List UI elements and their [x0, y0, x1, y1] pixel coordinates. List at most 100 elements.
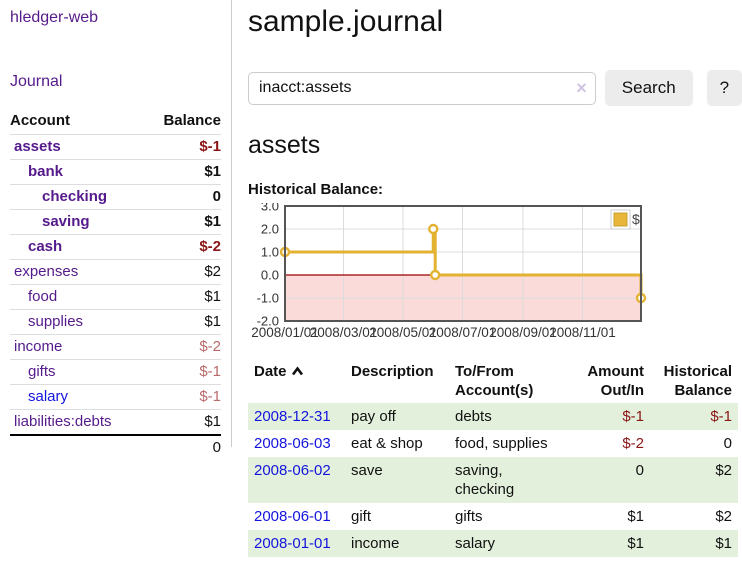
account-balance: $-2 — [199, 238, 221, 255]
transaction-amount: 0 — [635, 462, 644, 479]
data-point-marker — [430, 269, 441, 281]
account-balance: $-1 — [199, 138, 221, 155]
register-header-accounts: To/From Account(s) — [455, 363, 534, 399]
sort-ascending-icon — [291, 362, 304, 381]
transaction-date-link[interactable]: 2008-01-01 — [254, 535, 331, 552]
search-input[interactable] — [248, 71, 596, 105]
help-button[interactable]: ? — [706, 70, 742, 106]
transaction-date-link[interactable]: 2008-12-31 — [254, 408, 331, 425]
account-row: gifts $-1 — [10, 359, 221, 385]
main-panel: sample.journal × Search ? assets Histori… — [248, 0, 742, 557]
transaction-description: income — [351, 535, 400, 552]
account-balance: $1 — [204, 313, 221, 330]
transaction-description: eat & shop — [351, 435, 423, 452]
account-link-gifts[interactable]: gifts — [28, 363, 56, 380]
clear-search-icon[interactable]: × — [576, 77, 587, 98]
sidebar: hledger-web Journal Account Balance asse… — [0, 0, 232, 460]
account-balance: $1 — [204, 413, 221, 430]
account-link-food[interactable]: food — [28, 288, 58, 305]
register-header-amount: Amount Out/In — [587, 363, 644, 399]
transaction-date-link[interactable]: 2008-06-02 — [254, 462, 331, 479]
account-link-income[interactable]: income — [14, 338, 63, 355]
page-title: sample.journal — [248, 5, 444, 38]
account-balance: $-1 — [199, 363, 221, 380]
account-balance: $2 — [204, 263, 221, 280]
account-row: liabilities:debts $1 — [10, 409, 221, 436]
account-balance: $-2 — [199, 338, 221, 355]
chart-title: Historical Balance: — [248, 181, 384, 198]
transaction-accounts: food, supplies — [455, 435, 548, 452]
y-tick-label: 3.0 — [261, 203, 279, 214]
account-link-cash[interactable]: cash — [28, 238, 63, 255]
transaction-description: pay off — [351, 408, 396, 425]
register-row: 2008-12-31 pay off debts $-1 $-1 — [248, 403, 738, 430]
account-row: food $1 — [10, 284, 221, 310]
account-link-supplies[interactable]: supplies — [28, 313, 84, 330]
transaction-balance: $2 — [715, 462, 732, 479]
transaction-accounts: salary — [455, 535, 496, 552]
account-row: income $-2 — [10, 334, 221, 360]
register-header-balance: Historical Balance — [663, 363, 732, 399]
transaction-accounts: saving, checking — [455, 462, 515, 498]
account-link-liabilities-debts[interactable]: liabilities:debts — [14, 413, 112, 430]
account-row: salary $-1 — [10, 384, 221, 410]
transaction-amount: $1 — [627, 508, 644, 525]
x-tick-label: 2008/01/01 — [251, 325, 319, 340]
account-row: bank $1 — [10, 159, 221, 185]
search-button[interactable]: Search — [604, 70, 693, 106]
account-row: supplies $1 — [10, 309, 221, 335]
x-tick-label: 2008/05/01 — [369, 325, 437, 340]
transaction-description: gift — [351, 508, 372, 525]
register-header-date[interactable]: Date — [248, 359, 345, 403]
y-tick-label: -1.0 — [257, 291, 279, 306]
transaction-balance: $2 — [715, 508, 732, 525]
search-bar: × Search ? — [248, 70, 742, 106]
account-row: saving $1 — [10, 209, 221, 235]
accounts-header-account: Account — [10, 112, 70, 129]
historical-balance-chart: $3.0 2.0 1.0 0.0 -1.0 -2.02008/01/012008/03/0… — [251, 203, 647, 340]
account-link-assets[interactable]: assets — [14, 138, 61, 155]
transaction-date-link[interactable]: 2008-06-03 — [254, 435, 331, 452]
register-row: 2008-06-02 save saving, checking 0 $2 — [248, 457, 738, 503]
x-tick-label: 2008/07/01 — [429, 325, 497, 340]
transaction-balance: 0 — [723, 435, 732, 452]
data-point-marker — [428, 223, 439, 235]
account-link-checking[interactable]: checking — [42, 188, 108, 205]
nav-journal-link[interactable]: Journal — [10, 73, 63, 90]
x-tick-label: 2008/09/01 — [489, 325, 557, 340]
transaction-balance: $-1 — [710, 408, 732, 425]
transaction-description: save — [351, 462, 383, 479]
register-table: Date Description To/From Account(s) Amou… — [248, 359, 738, 557]
transaction-amount: $-2 — [622, 435, 644, 452]
plot-frame — [284, 205, 642, 322]
y-tick-label: -2.0 — [257, 314, 279, 329]
transaction-balance: $1 — [715, 535, 732, 552]
account-link-bank[interactable]: bank — [28, 163, 64, 180]
account-balance: $1 — [204, 213, 221, 230]
register-row: 2008-01-01 income salary $1 $1 — [248, 530, 738, 557]
legend-label: $ — [632, 211, 640, 227]
accounts-header-balance: Balance — [163, 112, 221, 129]
y-tick-label: 0.0 — [261, 268, 279, 283]
y-tick-label: 1.0 — [261, 245, 279, 260]
accounts-total-value: 0 — [144, 434, 221, 460]
account-row: checking 0 — [10, 184, 221, 210]
account-row: assets $-1 — [10, 134, 221, 160]
account-link-saving[interactable]: saving — [42, 213, 90, 230]
accounts-total-row: 0 — [10, 434, 221, 460]
app-title-link[interactable]: hledger-web — [10, 9, 99, 26]
account-link-salary[interactable]: salary — [28, 388, 69, 405]
x-tick-label: 2008/03/01 — [310, 325, 378, 340]
account-balance: $-1 — [199, 388, 221, 405]
register-header-description: Description — [351, 363, 434, 380]
transaction-accounts: gifts — [455, 508, 483, 525]
account-row: expenses $2 — [10, 259, 221, 285]
register-row: 2008-06-01 gift gifts $1 $2 — [248, 503, 738, 530]
transaction-date-link[interactable]: 2008-06-01 — [254, 508, 331, 525]
account-balance: $1 — [204, 288, 221, 305]
transaction-amount: $-1 — [622, 408, 644, 425]
legend-swatch — [613, 212, 628, 227]
register-row: 2008-06-03 eat & shop food, supplies $-2 0 — [248, 430, 738, 457]
y-tick-label: 2.0 — [261, 222, 279, 237]
account-link-expenses[interactable]: expenses — [14, 263, 79, 280]
